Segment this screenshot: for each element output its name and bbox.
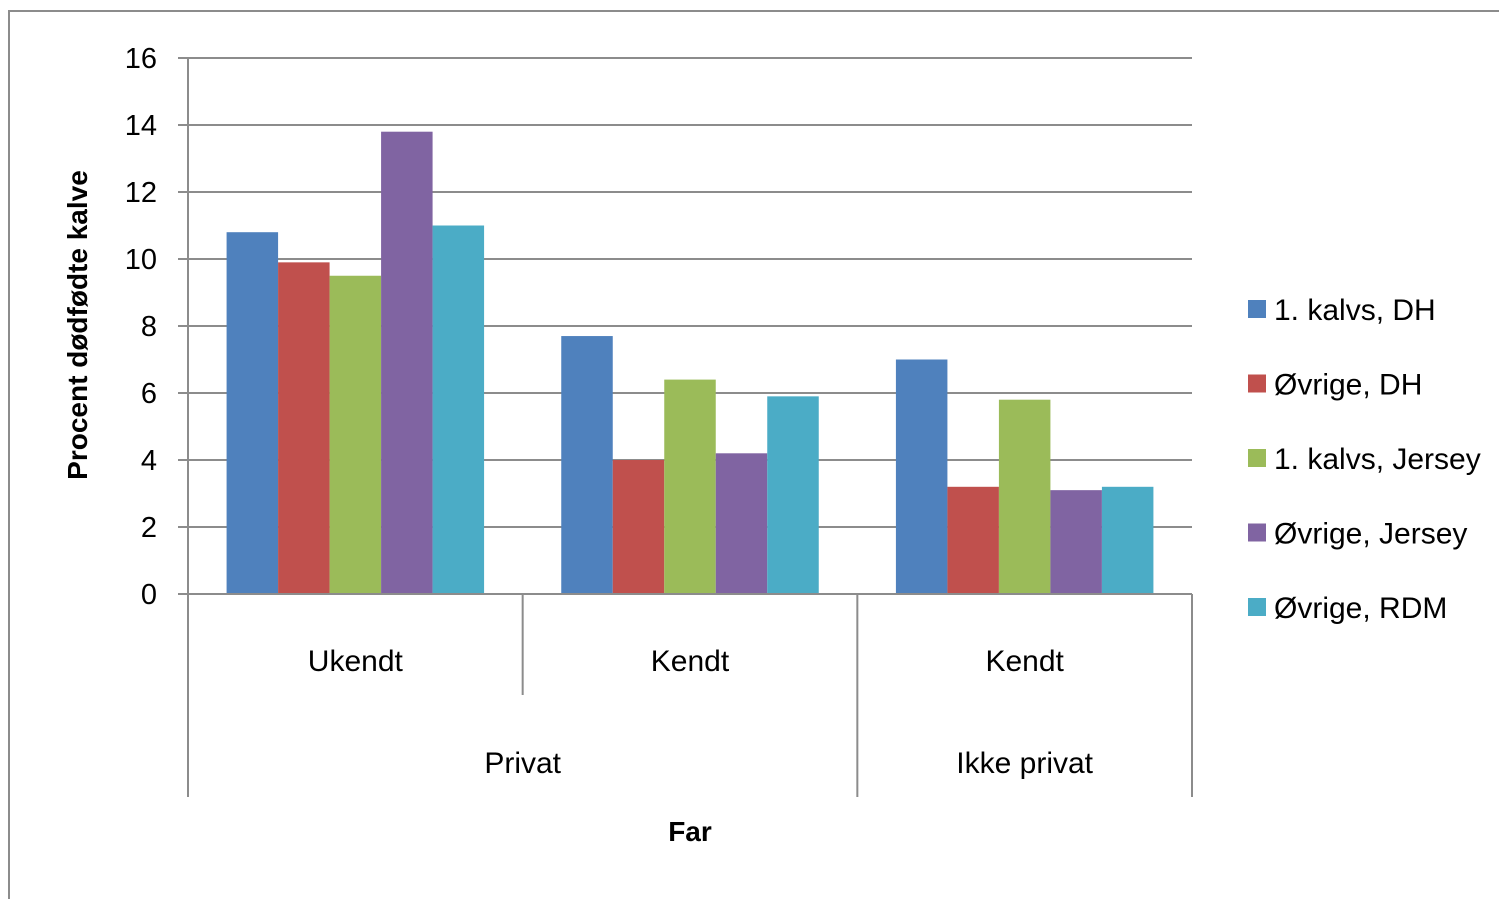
y-tick-labels: 0 2 4 6 8 10 12 14 16 xyxy=(125,43,157,611)
y-tick-label: 4 xyxy=(141,445,157,477)
y-tick-label: 12 xyxy=(125,177,157,209)
bar xyxy=(947,486,999,594)
legend-swatch xyxy=(1248,374,1266,393)
bar xyxy=(612,460,665,594)
bar xyxy=(561,336,613,594)
bar xyxy=(895,359,948,594)
bar xyxy=(278,262,330,594)
y-axis-title: Procent dødfødte kalve xyxy=(62,170,93,480)
category-group-label: Ikke privat xyxy=(956,747,1093,780)
legend: 1. kalvs, DH Øvrige, DH 1. kalvs, Jersey Øv… xyxy=(1248,294,1481,625)
category-label: Kendt xyxy=(651,645,730,678)
legend-label: Øvrige, Jersey xyxy=(1274,518,1467,551)
bar xyxy=(329,275,382,594)
bar xyxy=(664,379,716,594)
bar xyxy=(381,131,433,594)
legend-label: Øvrige, RDM xyxy=(1274,592,1447,625)
bar xyxy=(998,399,1051,594)
bars xyxy=(226,131,1154,594)
bar xyxy=(715,453,768,594)
axes xyxy=(187,58,1193,797)
bar xyxy=(432,225,485,594)
legend-label: 1. kalvs, Jersey xyxy=(1274,443,1481,476)
legend-swatch xyxy=(1248,523,1266,542)
bar xyxy=(226,232,279,594)
legend-label: Øvrige, DH xyxy=(1274,369,1422,402)
y-tick-label: 6 xyxy=(141,378,157,410)
bar xyxy=(767,396,819,594)
legend-swatch xyxy=(1248,300,1266,318)
y-tick-label: 14 xyxy=(125,110,157,142)
y-tick-label: 8 xyxy=(141,311,157,343)
y-tick-label: 0 xyxy=(141,579,157,611)
category-labels: Ukendt Kendt Kendt Privat Ikke privat xyxy=(308,645,1094,780)
chart-frame xyxy=(8,10,1499,899)
category-label: Kendt xyxy=(985,645,1064,678)
category-group-label: Privat xyxy=(484,747,561,780)
category-label: Ukendt xyxy=(308,645,404,678)
legend-label: 1. kalvs, DH xyxy=(1274,294,1436,327)
bar xyxy=(1101,486,1154,594)
y-tick-label: 2 xyxy=(141,512,157,544)
x-axis-title: Far xyxy=(668,816,712,847)
bar xyxy=(1050,490,1102,594)
y-tick-label: 16 xyxy=(125,43,157,75)
legend-swatch xyxy=(1248,598,1266,616)
legend-swatch xyxy=(1248,449,1266,467)
y-tick-label: 10 xyxy=(125,244,157,276)
